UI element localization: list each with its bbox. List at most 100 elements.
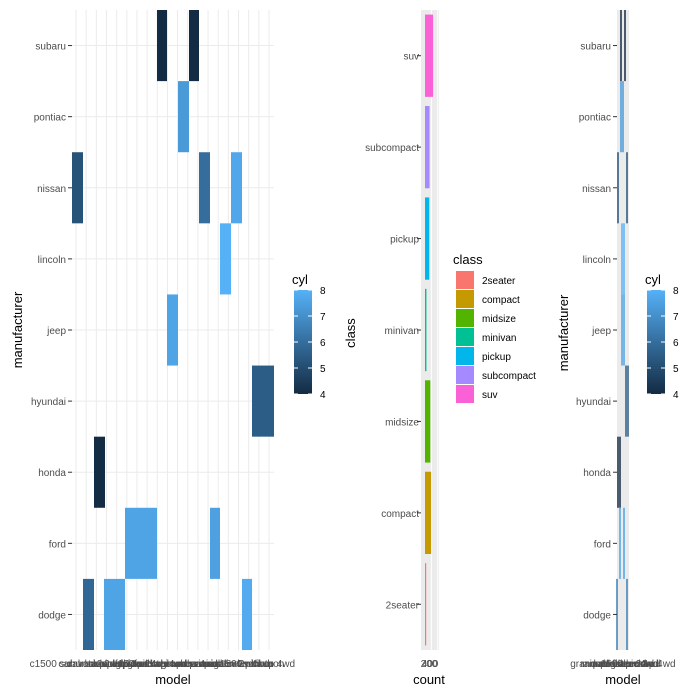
middle-bar-minivan — [425, 288, 427, 372]
class-legend-label: pickup — [482, 352, 511, 363]
middle-bar-suv — [425, 14, 434, 97]
left-tile-ford — [210, 507, 220, 579]
class-legend-swatch — [456, 328, 474, 346]
class-legend-label: 2seater — [482, 276, 516, 287]
left-y-tick-label: pontiac — [34, 113, 66, 124]
left-x-tick-label: navigator 2wd — [195, 659, 257, 670]
left-x-tick-label: ram 1500 pickup 4wd — [200, 659, 295, 670]
left-x-tick-label: caravan 2wd — [58, 659, 115, 670]
left-tile-ford — [125, 507, 157, 579]
left-colorbar-label: 5 — [320, 364, 326, 375]
right-colorbar-label: 4 — [673, 390, 679, 401]
middle-bar-subcompact — [425, 106, 430, 189]
left-y-tick-label: ford — [49, 539, 66, 550]
class-legend-swatch — [456, 290, 474, 308]
left-x-tick-label: maxima — [187, 659, 222, 670]
left-tile-nissan — [199, 152, 210, 224]
right-x-tick-label: pathfinder 4wd — [593, 659, 659, 670]
left-x-tick-label: forester awd — [134, 659, 189, 670]
middle-y-tick-label: suv — [403, 52, 419, 63]
right-y-tick-label: nissan — [582, 184, 611, 195]
right-colorbar-label: 8 — [673, 286, 679, 297]
left-x-tick-label: impreza awd — [166, 659, 223, 670]
middle-bar-midsize — [425, 380, 431, 463]
left-y-tick-label: subaru — [35, 42, 66, 53]
middle-bar-2seater — [425, 563, 427, 646]
left-x-tick-label: tiburon — [254, 659, 285, 670]
left-colorbar-label: 6 — [320, 338, 326, 349]
left-x-axis-title: model — [155, 672, 191, 687]
right-x-tick-label: grand cherokee 4wd — [570, 659, 661, 670]
right-y-tick-label: honda — [583, 468, 611, 479]
right-y-tick-label: jeep — [591, 326, 611, 337]
left-x-tick-label: f150 pickup 4wd — [115, 659, 187, 670]
right-colorbar — [647, 290, 665, 394]
right-y-tick-label: ford — [594, 539, 611, 550]
right-y-axis-title: manufacturer — [556, 294, 571, 371]
middle-y-tick-label: minivan — [385, 326, 419, 337]
right-x-tick-label: mountaineer 4wd — [582, 659, 659, 670]
left-tile-dodge — [242, 578, 252, 650]
right-colorbar-label: 5 — [673, 364, 679, 375]
middle-y-tick-label: subcompact — [365, 143, 419, 154]
right-colorbar-label: 6 — [673, 338, 679, 349]
left-x-tick-label: expedition 2wd — [96, 659, 163, 670]
right-x-tick-label: impreza awd — [590, 659, 647, 670]
class-legend-swatch — [456, 366, 474, 384]
left-tile-hyundai — [252, 365, 274, 437]
class-legend-swatch — [456, 347, 474, 365]
left-tile-dodge — [104, 578, 125, 650]
left-x-tick-label: c1500 suburban 2wd — [30, 659, 123, 670]
class-legend-label: compact — [482, 295, 520, 306]
left-colorbar-label: 7 — [320, 312, 326, 323]
left-tile-nissan — [72, 152, 83, 224]
left-colorbar-label: 4 — [320, 390, 326, 401]
left-tile-dodge — [83, 578, 94, 650]
left-heatmap-panel: dodge ford honda hyundai jeep lincoln nissan po… — [10, 10, 326, 687]
left-y-axis-title: manufacturer — [10, 291, 25, 368]
right-x-tick-label: ram 1500 pickup 4wd — [580, 659, 675, 670]
right-legend-title: cyl — [645, 272, 661, 287]
left-tile-subaru — [189, 10, 199, 82]
left-x-tick-label: durango 4wd — [90, 659, 148, 670]
left-x-tick-label: civic — [88, 659, 107, 670]
left-legend-title: cyl — [292, 272, 308, 287]
left-x-tick-label: pathfinder 4wd — [204, 659, 270, 670]
left-tile-lincoln — [220, 223, 231, 295]
left-y-tick-label: honda — [38, 468, 66, 479]
class-legend-swatch — [456, 271, 474, 289]
middle-x-axis-title: count — [413, 672, 445, 687]
right-x-tick-label: tiburon — [615, 659, 646, 670]
middle-y-axis-title: class — [343, 318, 358, 348]
left-tile-subaru — [157, 10, 167, 82]
left-x-tick-label: sonata — [243, 659, 273, 670]
right-y-tick-label: subaru — [580, 42, 611, 53]
class-legend-title: class — [453, 252, 483, 267]
class-legend-label: suv — [482, 390, 498, 401]
left-x-tick-label: grand cherokee 4wd — [127, 659, 218, 670]
right-heatmap-panel: dodge ford honda hyundai jeep lincoln nissan po… — [556, 10, 679, 687]
left-tile-pontiac — [178, 81, 189, 153]
class-legend-swatch — [456, 385, 474, 403]
middle-x-tick-label: 200 — [421, 659, 438, 670]
middle-bar-panel: 2seater compact midsize minivan pickup subcom… — [343, 10, 536, 687]
middle-y-tick-label: 2seater — [386, 600, 420, 611]
middle-y-tick-label: midsize — [385, 417, 419, 428]
middle-bar-compact — [425, 471, 432, 554]
class-legend-swatch — [456, 309, 474, 327]
right-x-axis-title: model — [605, 672, 641, 687]
middle-y-tick-label: pickup — [390, 235, 419, 246]
left-tile-jeep — [167, 294, 178, 366]
left-x-tick-label: explorer 4wd — [112, 659, 169, 670]
left-colorbar — [294, 290, 312, 394]
right-colorbar-label: 7 — [673, 312, 679, 323]
left-x-tick-label: dakota pickup 4wd — [67, 659, 150, 670]
right-y-tick-label: pontiac — [579, 113, 611, 124]
left-colorbar-label: 8 — [320, 286, 326, 297]
left-y-tick-label: nissan — [37, 184, 66, 195]
middle-bar-pickup — [425, 197, 430, 280]
right-y-tick-label: lincoln — [583, 255, 611, 266]
left-x-tick-label: mountaineer 4wd — [177, 659, 254, 670]
left-tile-honda — [94, 436, 105, 508]
